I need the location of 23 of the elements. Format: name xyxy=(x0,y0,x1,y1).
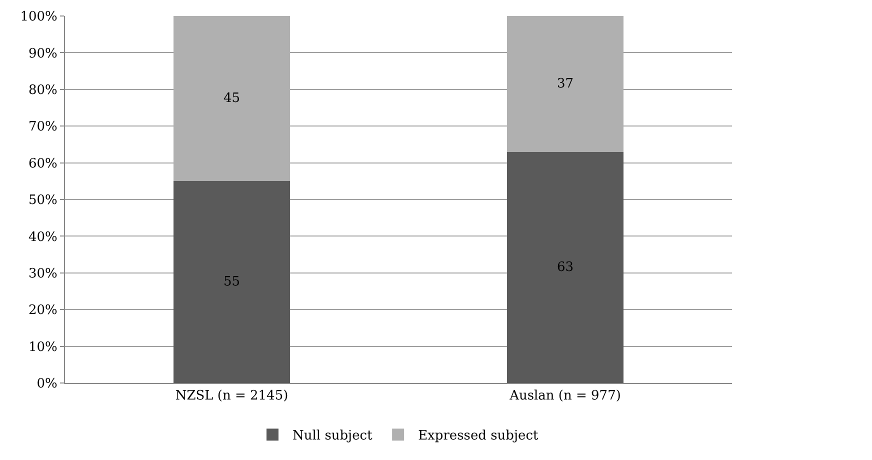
y-tick-label: 20% xyxy=(28,303,58,318)
y-tick-label: 40% xyxy=(28,230,58,245)
y-tick-label: 0% xyxy=(36,376,58,392)
y-tick-label: 50% xyxy=(28,193,58,208)
bar xyxy=(173,181,290,383)
y-tick-label: 10% xyxy=(28,340,58,355)
y-tick-label: 80% xyxy=(28,82,58,98)
bar xyxy=(506,152,624,383)
data-label: 45 xyxy=(223,91,240,106)
legend-label: Null subject xyxy=(292,428,374,444)
data-label: 63 xyxy=(556,260,574,275)
bar xyxy=(173,16,290,182)
y-tick-label: 60% xyxy=(28,156,58,172)
y-tick-label: 30% xyxy=(28,266,58,282)
y-tick-label: 100% xyxy=(20,10,58,25)
y-tick-label: 90% xyxy=(28,46,58,62)
bar xyxy=(506,16,624,152)
x-tick-label: NZSL (n = 2145) xyxy=(175,388,288,404)
legend-label: Expressed subject xyxy=(418,428,539,444)
data-label: 55 xyxy=(223,274,240,290)
x-tick-label: Auslan (n = 977) xyxy=(508,388,621,404)
y-tick-label: 70% xyxy=(28,120,58,135)
data-label: 37 xyxy=(556,76,574,92)
